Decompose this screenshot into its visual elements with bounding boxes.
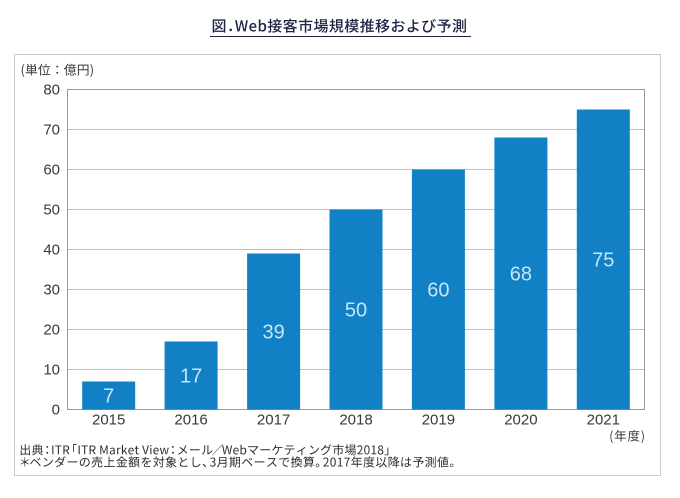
- svg-text:2019: 2019: [422, 412, 455, 429]
- svg-text:50: 50: [345, 300, 367, 322]
- svg-text:60: 60: [43, 162, 60, 179]
- svg-text:2021: 2021: [587, 412, 620, 429]
- svg-text:0: 0: [52, 402, 60, 419]
- svg-text:17: 17: [180, 366, 202, 388]
- svg-text:70: 70: [43, 122, 60, 139]
- svg-text:80: 80: [43, 82, 60, 99]
- svg-text:2016: 2016: [174, 412, 207, 429]
- svg-text:10: 10: [43, 362, 60, 379]
- svg-text:2020: 2020: [504, 412, 537, 429]
- svg-text:75: 75: [592, 250, 614, 272]
- svg-text:7: 7: [103, 386, 114, 408]
- svg-text:2017: 2017: [257, 412, 290, 429]
- svg-text:40: 40: [43, 242, 60, 259]
- svg-text:2015: 2015: [92, 412, 125, 429]
- svg-text:39: 39: [262, 322, 284, 344]
- svg-text:20: 20: [43, 322, 60, 339]
- svg-text:2018: 2018: [339, 412, 372, 429]
- svg-text:50: 50: [43, 202, 60, 219]
- svg-text:68: 68: [510, 264, 532, 286]
- svg-text:60: 60: [427, 280, 449, 302]
- svg-text:30: 30: [43, 282, 60, 299]
